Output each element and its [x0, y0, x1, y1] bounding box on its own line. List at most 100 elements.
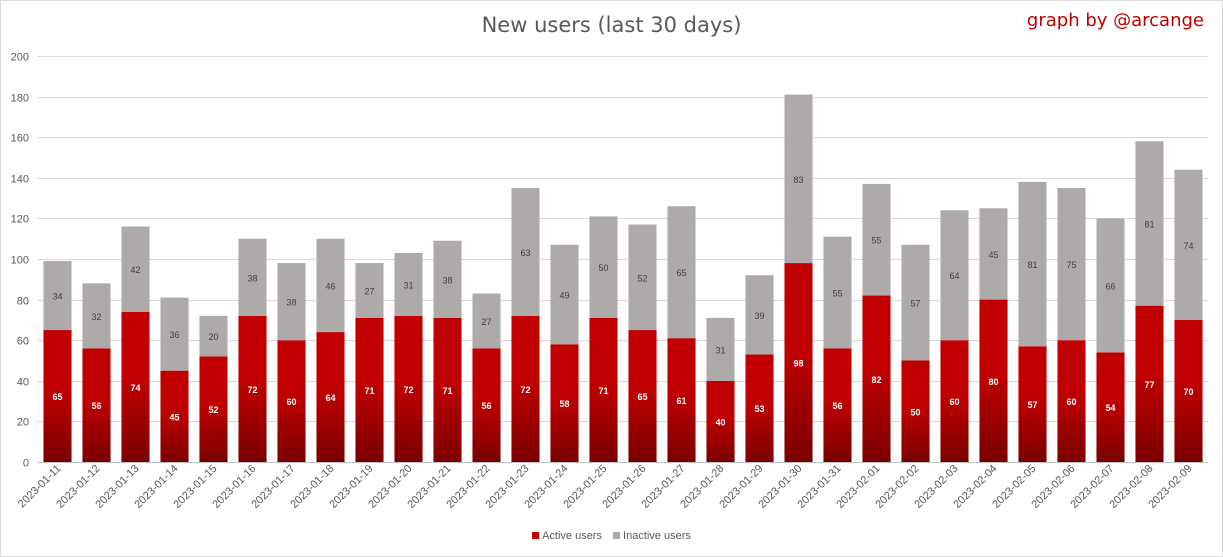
- bar-inactive: [316, 238, 345, 333]
- data-label-inactive: 64: [949, 271, 959, 281]
- data-label-active: 57: [1027, 400, 1037, 410]
- data-label-active: 45: [169, 412, 179, 422]
- bars: 65 34 56 32 74 42 45 36 52 20 72 38 60 38 64 46 71 27 72 31…: [43, 94, 1203, 462]
- data-label-inactive: 31: [715, 345, 725, 355]
- data-label-active: 71: [364, 386, 374, 396]
- data-label-inactive: 49: [559, 291, 569, 301]
- x-axis: 2023-01-112023-01-122023-01-132023-01-14…: [16, 462, 1208, 511]
- bar-inactive: [901, 244, 930, 361]
- legend-label-active: Active users: [542, 530, 602, 542]
- bar-inactive: [823, 236, 852, 349]
- bar-active: [979, 299, 1008, 462]
- bar-active: [628, 330, 657, 462]
- legend-item-active: Active users: [532, 530, 602, 542]
- bar-inactive: [1057, 187, 1086, 341]
- data-label-active: 65: [52, 392, 62, 402]
- data-label-active: 72: [247, 385, 257, 395]
- bar-inactive: [355, 263, 384, 318]
- bar-inactive: [277, 263, 306, 341]
- y-tick-label: 100: [11, 255, 29, 267]
- bar-inactive: [706, 317, 735, 381]
- data-label-inactive: 34: [52, 292, 62, 302]
- bar-active: [511, 315, 540, 462]
- bar-inactive: [1018, 181, 1047, 347]
- bar-inactive: [238, 238, 267, 316]
- bar-inactive: [940, 210, 969, 341]
- bar-active: [160, 370, 189, 462]
- bar-active: [862, 295, 891, 462]
- bar-inactive: [784, 94, 813, 264]
- data-label-inactive: 38: [247, 273, 257, 283]
- data-label-inactive: 74: [1183, 241, 1193, 251]
- bar-inactive: [82, 283, 111, 349]
- data-label-active: 70: [1183, 387, 1193, 397]
- bar-active: [1018, 346, 1047, 462]
- y-tick-label: 0: [23, 458, 29, 470]
- data-label-inactive: 57: [910, 299, 920, 309]
- chart-title: New users (last 30 days): [481, 13, 742, 37]
- bar-active: [316, 332, 345, 462]
- bar-inactive: [433, 240, 462, 318]
- bar-active: [82, 348, 111, 462]
- bar-inactive: [1135, 141, 1164, 306]
- data-label-inactive: 38: [442, 275, 452, 285]
- bar-inactive: [745, 275, 774, 355]
- bar-active: [199, 356, 228, 462]
- bar-active: [706, 380, 735, 462]
- data-label-inactive: 55: [832, 288, 842, 298]
- data-label-active: 80: [988, 377, 998, 387]
- data-label-active: 60: [286, 397, 296, 407]
- data-label-active: 72: [403, 385, 413, 395]
- legend-swatch-active: [532, 532, 540, 539]
- bar-inactive: [550, 244, 579, 345]
- bar-active: [1135, 305, 1164, 462]
- bar-active: [433, 317, 462, 462]
- data-label-inactive: 81: [1027, 260, 1037, 270]
- bar-active: [940, 340, 969, 462]
- data-label-active: 54: [1105, 403, 1115, 413]
- y-tick-label: 60: [17, 336, 29, 348]
- bar-active: [550, 344, 579, 462]
- legend-item-inactive: Inactive users: [613, 530, 691, 542]
- data-label-active: 74: [130, 383, 140, 393]
- y-tick-label: 140: [11, 174, 29, 186]
- bar-inactive: [1096, 218, 1125, 353]
- data-label-active: 82: [871, 375, 881, 385]
- data-label-active: 52: [208, 405, 218, 415]
- bar-active: [43, 330, 72, 462]
- legend-label-inactive: Inactive users: [623, 530, 691, 542]
- data-label-active: 65: [637, 392, 647, 402]
- y-tick-label: 40: [17, 377, 29, 389]
- bar-inactive: [43, 261, 72, 331]
- bar-active: [589, 317, 618, 462]
- data-label-active: 64: [325, 393, 335, 403]
- data-label-active: 58: [559, 399, 569, 409]
- data-label-inactive: 38: [286, 298, 296, 308]
- chart-credit: graph by @arcange: [1026, 10, 1204, 31]
- data-label-active: 71: [598, 386, 608, 396]
- legend-swatch-inactive: [613, 532, 621, 539]
- bar-inactive: [667, 206, 696, 339]
- bar-active: [823, 348, 852, 462]
- data-label-inactive: 27: [481, 317, 491, 327]
- data-label-inactive: 65: [676, 268, 686, 278]
- data-label-active: 71: [442, 386, 452, 396]
- bar-active: [1096, 352, 1125, 462]
- data-label-inactive: 45: [988, 250, 998, 260]
- bar-active: [901, 360, 930, 462]
- data-label-active: 98: [793, 359, 803, 369]
- y-tick-label: 20: [17, 417, 29, 429]
- data-label-active: 56: [832, 401, 842, 411]
- bar-active: [238, 315, 267, 462]
- data-label-active: 50: [910, 407, 920, 417]
- data-label-inactive: 63: [520, 248, 530, 258]
- data-label-active: 60: [1066, 397, 1076, 407]
- y-tick-label: 160: [11, 133, 29, 145]
- data-label-inactive: 50: [598, 263, 608, 273]
- data-label-inactive: 46: [325, 281, 335, 291]
- data-label-inactive: 52: [637, 273, 647, 283]
- data-label-inactive: 66: [1105, 281, 1115, 291]
- bar-active: [1057, 340, 1086, 462]
